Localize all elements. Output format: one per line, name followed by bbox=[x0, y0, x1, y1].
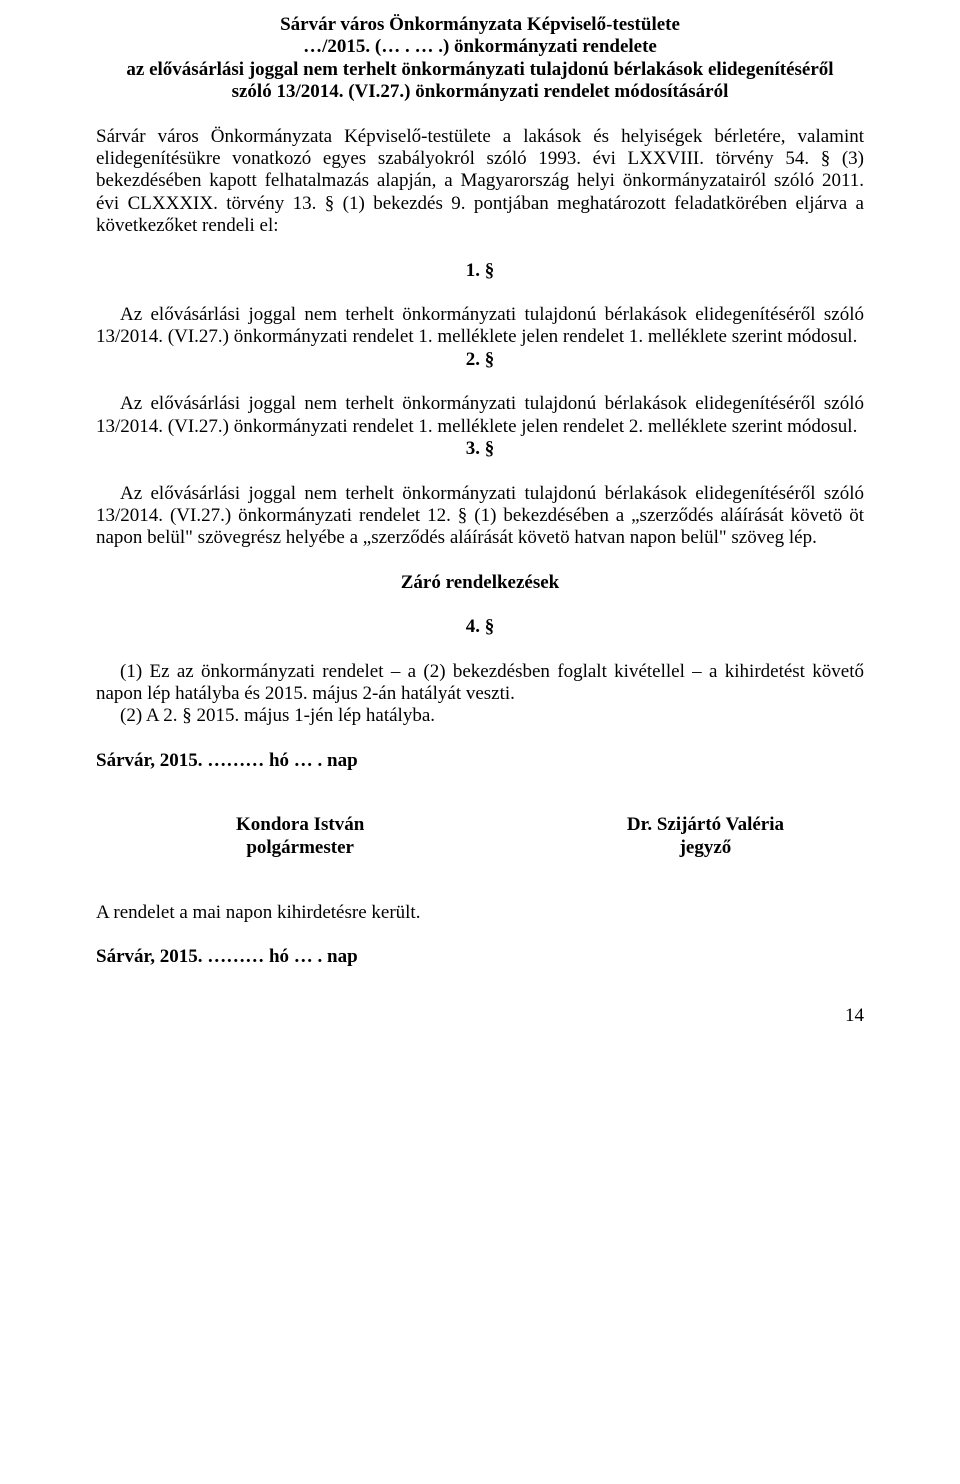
section-3-text: Az elővásárlási joggal nem terhelt önkor… bbox=[96, 483, 864, 550]
notary-name: Dr. Szijártó Valéria bbox=[627, 814, 784, 837]
title-line-1: Sárvár város Önkormányzata Képviselő-tes… bbox=[96, 14, 864, 36]
section-1-number: 1. § bbox=[96, 260, 864, 282]
signature-right: Dr. Szijártó Valéria jegyző bbox=[627, 814, 784, 860]
date-line-1: Sárvár, 2015. ……… hó … . nap bbox=[96, 750, 864, 772]
section-4-number: 4. § bbox=[96, 616, 864, 638]
page-number: 14 bbox=[96, 1005, 864, 1027]
mayor-title: polgármester bbox=[236, 837, 364, 860]
section-1-text: Az elővásárlási joggal nem terhelt önkor… bbox=[96, 304, 864, 349]
publication-line: A rendelet a mai napon kihirdetésre kerü… bbox=[96, 902, 864, 924]
section-2-text: Az elővásárlási joggal nem terhelt önkor… bbox=[96, 393, 864, 438]
section-4-para-1: (1) Ez az önkormányzati rendelet – a (2)… bbox=[96, 661, 864, 706]
notary-title: jegyző bbox=[627, 837, 784, 860]
section-4-para-2: (2) A 2. § 2015. május 1-jén lép hatályb… bbox=[96, 705, 864, 727]
section-3-number: 3. § bbox=[96, 438, 864, 460]
document-title: Sárvár város Önkormányzata Képviselő-tes… bbox=[96, 14, 864, 104]
title-line-4: szóló 13/2014. (VI.27.) önkormányzati re… bbox=[96, 81, 864, 103]
document-page: Sárvár város Önkormányzata Képviselő-tes… bbox=[0, 0, 960, 1484]
title-line-3: az elővásárlási joggal nem terhelt önkor… bbox=[96, 59, 864, 81]
section-4-body: (1) Ez az önkormányzati rendelet – a (2)… bbox=[96, 661, 864, 728]
closing-provisions-title: Záró rendelkezések bbox=[96, 572, 864, 594]
section-2-number: 2. § bbox=[96, 349, 864, 371]
title-line-2: …/2015. (… . … .) önkormányzati rendelet… bbox=[96, 36, 864, 58]
date-line-2: Sárvár, 2015. ……… hó … . nap bbox=[96, 946, 864, 968]
signature-left: Kondora István polgármester bbox=[236, 814, 364, 860]
mayor-name: Kondora István bbox=[236, 814, 364, 837]
intro-paragraph: Sárvár város Önkormányzata Képviselő-tes… bbox=[96, 126, 864, 238]
signature-row: Kondora István polgármester Dr. Szijártó… bbox=[236, 814, 784, 860]
